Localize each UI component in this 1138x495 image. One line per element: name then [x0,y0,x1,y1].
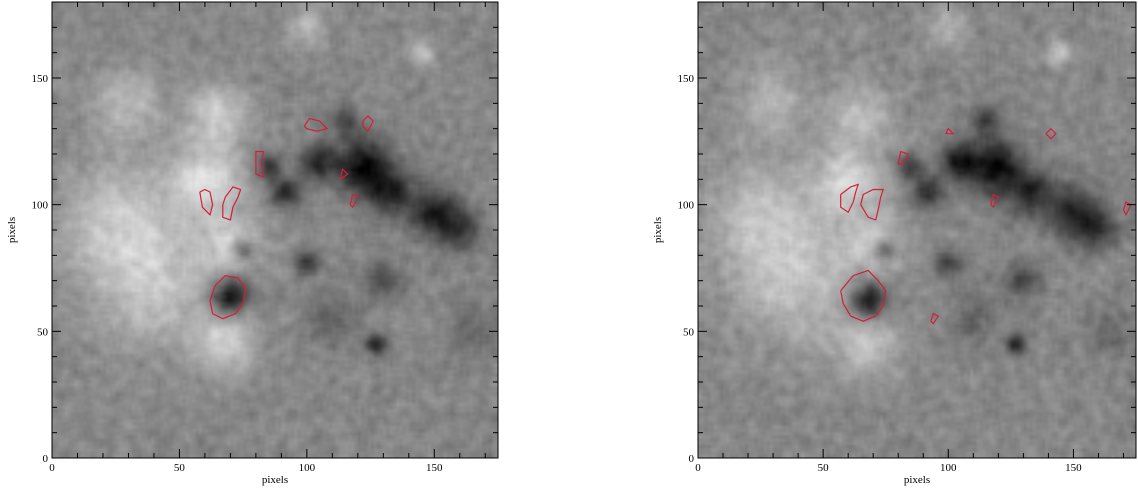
contour-6 [349,193,359,209]
y-tick-label: 0 [43,453,49,465]
contour-0 [199,188,214,216]
y-axis-title: pixels [6,217,18,243]
x-tick-label: 0 [695,462,701,474]
contour-6 [990,193,1000,209]
magnetogram-image [698,2,1136,458]
contour-8 [930,312,940,325]
contour-4 [303,117,329,132]
x-tick-label: 50 [174,462,186,474]
x-tick-label: 150 [1065,462,1082,474]
x-tick-label: 100 [940,462,957,474]
magnetogram-image [52,2,498,458]
contour-5 [1045,127,1057,140]
y-tick-label: 150 [678,73,695,85]
y-tick-label: 0 [689,453,695,465]
contour-5 [362,115,374,133]
contour-1 [222,186,242,221]
contour-2 [897,150,910,165]
left-magnetogram-panel: 0 50 100 150 0 50 100 150 pixels pixels [6,1,499,486]
y-tick-label: 150 [32,73,49,85]
x-tick-label: 100 [299,462,316,474]
contour-0 [840,183,860,214]
y-tick-label: 50 [37,326,49,338]
contour-1 [860,188,885,221]
contour-7 [339,168,349,180]
contour-3 [840,269,887,322]
y-tick-label: 100 [678,200,695,212]
x-tick-label: 150 [426,462,443,474]
contour-4 [945,127,955,135]
y-tick-label: 100 [32,200,49,212]
x-axis-title: pixels [904,474,930,486]
x-axis-title: pixels [262,474,288,486]
x-tick-label: 50 [818,462,830,474]
contour-3 [209,274,247,320]
contour-2 [255,150,265,178]
y-axis-title: pixels [652,217,664,243]
right-magnetogram-panel: 0 50 100 150 0 50 100 150 pixels pixels [652,1,1137,486]
y-tick-label: 50 [683,326,695,338]
x-tick-label: 0 [49,462,55,474]
